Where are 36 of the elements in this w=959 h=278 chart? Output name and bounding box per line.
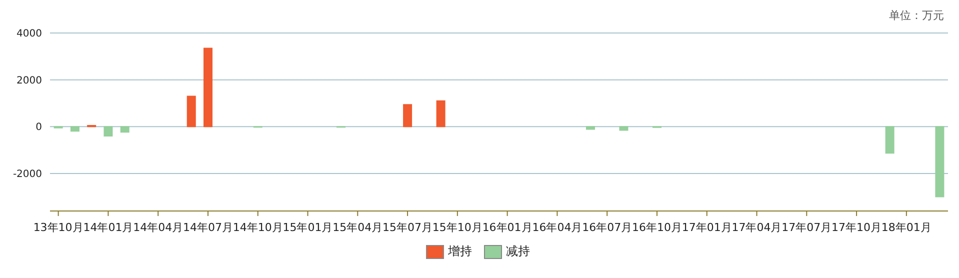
- x-tick-label: 14年07月: [182, 221, 233, 234]
- bar: [104, 126, 113, 137]
- legend-label: 减持: [506, 243, 530, 260]
- x-tick-label: 17年04月: [732, 221, 782, 234]
- bar: [403, 104, 412, 128]
- x-tick-label: 15年04月: [332, 221, 383, 234]
- x-tick-label: 16年10月: [632, 221, 682, 234]
- x-tick-label: 17年10月: [832, 221, 882, 234]
- bar: [935, 126, 944, 198]
- bar: [885, 126, 894, 154]
- bar: [586, 126, 595, 130]
- bar: [120, 126, 130, 133]
- x-tick-label: 17年07月: [782, 221, 832, 234]
- text: 单位：万元: [889, 8, 944, 23]
- bar: [436, 100, 446, 128]
- x-tick-label: 17年01月: [682, 221, 732, 234]
- x-tick-label: 16年04月: [532, 221, 582, 234]
- x-tick-label: 16年01月: [482, 221, 532, 234]
- y-tick-label: 0: [36, 122, 42, 134]
- x-tick-label: 16年07月: [582, 221, 632, 234]
- bar: [203, 48, 212, 128]
- y-tick-label: -2000: [12, 169, 42, 180]
- x-tick-label: 14年10月: [232, 221, 283, 234]
- y-tick-label: 4000: [16, 28, 42, 40]
- x-tick-label: 15年07月: [382, 221, 433, 234]
- x-tick-label: 15年10月: [432, 221, 482, 234]
- x-tick-label: 14年01月: [83, 221, 134, 234]
- bar: [186, 96, 196, 128]
- x-tick-label: 18年01月: [881, 221, 932, 234]
- x-tick-label: 14年04月: [133, 221, 184, 234]
- x-tick-label: 13年10月: [33, 221, 84, 234]
- legend-label: 增持: [448, 243, 472, 260]
- y-tick-label: 2000: [16, 75, 42, 86]
- x-tick-label: 15年01月: [282, 221, 333, 234]
- bar: [70, 126, 80, 132]
- bar: [619, 126, 628, 131]
